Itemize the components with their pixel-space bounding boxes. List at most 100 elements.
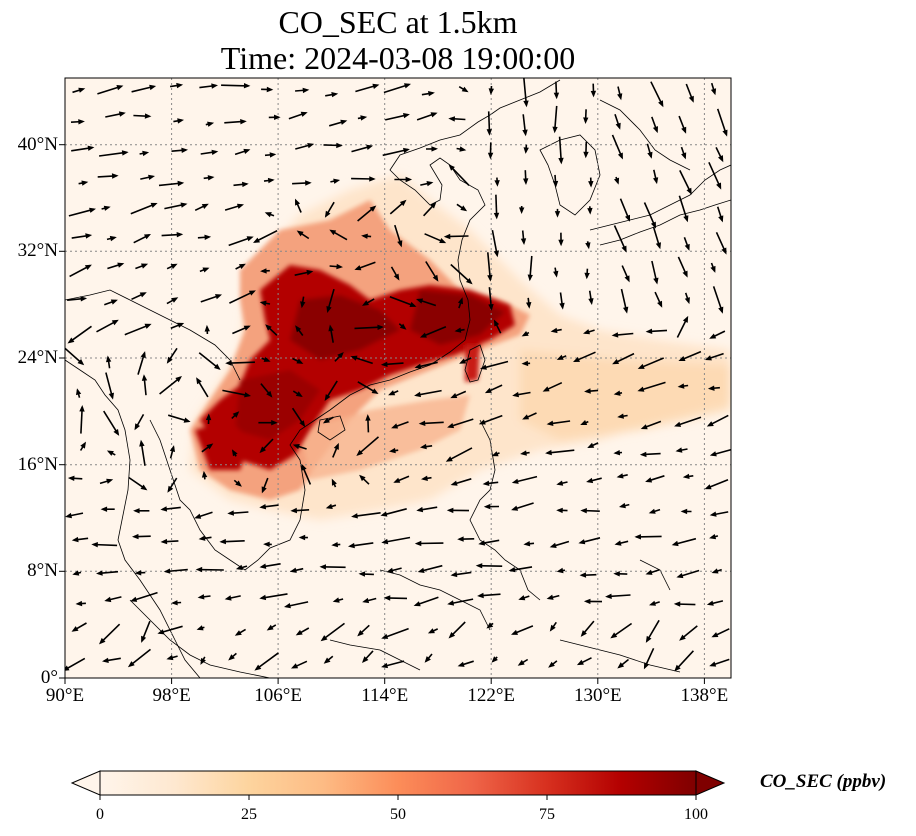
wind-vector-head xyxy=(261,486,267,494)
map-subtitle-time: Time: 2024-03-08 19:00:00 xyxy=(220,40,576,76)
colorbar-extend-low xyxy=(70,770,101,796)
wind-vector-head xyxy=(266,390,273,398)
wind-vector-head xyxy=(91,542,98,548)
wind-vector-head xyxy=(521,360,529,367)
wind-vector-head xyxy=(139,292,147,298)
wind-vector-head xyxy=(450,393,458,399)
wind-vector-head xyxy=(207,175,215,181)
wind-vector-head xyxy=(298,534,306,541)
wind-vector-head xyxy=(72,570,80,576)
wind-vector-head xyxy=(707,385,715,391)
wind-vector-head xyxy=(716,182,722,190)
wind-vector-head xyxy=(301,463,307,471)
wind-vector-head xyxy=(234,630,242,636)
wind-vector-head xyxy=(354,265,362,271)
wind-vector-head xyxy=(722,129,728,137)
wind-vector-head xyxy=(348,542,355,549)
wind-vector-head xyxy=(478,419,486,425)
wind-vector-head xyxy=(404,83,411,89)
wind-vector-head xyxy=(195,566,203,573)
wind-vector-head xyxy=(482,480,490,486)
wind-vector-head xyxy=(141,635,147,643)
wind-vector-head xyxy=(108,392,114,400)
wind-vector-head xyxy=(587,207,593,215)
wind-vector-head xyxy=(269,152,277,158)
wind-vector-head xyxy=(177,118,184,124)
wind-vector-head xyxy=(243,325,251,331)
map-title: CO_SEC at 1.5km xyxy=(278,4,518,40)
wind-vector-head xyxy=(81,180,89,186)
lat-tick-label: 40°N xyxy=(17,134,58,155)
wind-vector-head xyxy=(80,441,86,449)
wind-vector-head xyxy=(75,600,83,607)
wind-vector-head xyxy=(655,242,661,250)
colorbar-tick-label: 75 xyxy=(539,806,555,823)
wind-vector-head xyxy=(291,663,299,669)
wind-vector-head xyxy=(336,142,343,149)
wind-vector-head xyxy=(130,596,138,602)
wind-vector-head xyxy=(409,301,417,307)
wind-vector-head xyxy=(414,363,422,369)
wind-vector-head xyxy=(650,221,656,229)
wind-vector-head xyxy=(583,151,589,159)
wind-vector-head xyxy=(167,485,174,493)
wind-vector-head xyxy=(80,296,88,302)
wind-vector-head xyxy=(175,376,182,383)
wind-vector-head xyxy=(426,181,434,187)
wind-vector-head xyxy=(377,324,384,330)
wind-vector-head xyxy=(704,355,712,361)
wind-vector-head xyxy=(307,143,315,149)
wind-vector-head xyxy=(176,82,184,89)
wind-vector-head xyxy=(483,503,491,510)
wind-vector-head xyxy=(259,446,266,454)
wind-vector-head xyxy=(383,595,391,601)
wind-vector-head xyxy=(267,177,275,184)
wind-vector-head xyxy=(494,180,500,187)
wind-vector-head xyxy=(206,443,214,450)
wind-vector-head xyxy=(648,508,656,514)
wind-vector-head xyxy=(682,270,688,278)
wind-vector-head xyxy=(393,273,400,281)
wind-vector-head xyxy=(403,113,410,119)
wind-vector-head xyxy=(211,83,218,89)
wind-vector-head xyxy=(475,563,483,569)
wind-vector-head xyxy=(556,507,563,514)
wind-vector-head xyxy=(207,121,215,127)
wind-vector-head xyxy=(332,597,340,603)
wind-vector-head xyxy=(682,315,689,323)
wind-vector-head xyxy=(523,178,529,185)
wind-vector-head xyxy=(430,112,438,118)
wind-vector-head xyxy=(558,239,564,247)
wind-vector-head xyxy=(493,212,500,220)
wind-vector-head xyxy=(295,198,301,206)
wind-vector-head xyxy=(583,329,590,335)
wind-vector-head xyxy=(614,540,622,546)
wind-vector-head xyxy=(65,665,70,671)
wind-vector-head xyxy=(652,126,658,134)
wind-vector xyxy=(321,622,345,641)
wind-vector-head xyxy=(389,447,396,454)
wind-vector-head xyxy=(518,595,526,601)
wind-vector-head xyxy=(556,480,564,486)
wind-vector-head xyxy=(711,568,719,574)
wind-vector xyxy=(613,225,627,252)
wind-vector-head xyxy=(134,423,140,431)
wind-vector-head xyxy=(466,278,473,285)
wind-vector-head xyxy=(637,363,645,369)
wind-vector-head xyxy=(673,601,681,607)
wind-vector-head xyxy=(615,122,621,130)
wind-vector-head xyxy=(619,502,626,509)
wind-vector-head xyxy=(706,421,714,427)
wind-vector-head xyxy=(457,661,465,667)
wind-vector-head xyxy=(678,356,686,361)
wind-vector-head xyxy=(653,177,659,185)
wind-vector-head xyxy=(67,337,75,344)
wind-vector-head xyxy=(681,126,687,134)
wind-vector-head xyxy=(67,475,75,481)
coastlines xyxy=(65,79,731,678)
wind-vector-head xyxy=(180,202,188,208)
wind-vector-head xyxy=(290,507,297,514)
wind-vector xyxy=(357,436,380,456)
wind-vector-head xyxy=(235,480,242,487)
wind-vector xyxy=(716,108,728,135)
